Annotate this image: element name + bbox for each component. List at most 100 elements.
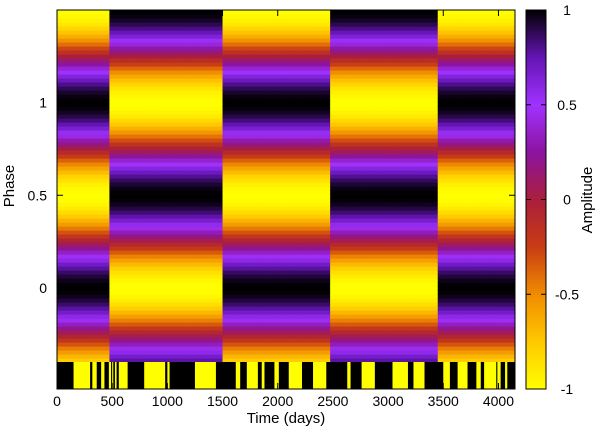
heatmap-cell bbox=[87, 106, 91, 111]
heatmap-cell bbox=[112, 254, 116, 259]
heatmap-cell bbox=[178, 94, 182, 99]
heatmap-cell bbox=[167, 238, 171, 243]
heatmap-cell bbox=[175, 30, 179, 35]
heatmap-cell bbox=[178, 318, 182, 323]
heatmap-cell bbox=[181, 26, 185, 31]
heatmap-cell bbox=[145, 118, 149, 123]
heatmap-cell bbox=[68, 82, 72, 87]
heatmap-cell bbox=[137, 130, 141, 135]
heatmap-cell bbox=[125, 226, 130, 231]
heatmap-cell bbox=[57, 122, 61, 127]
heatmap-cell bbox=[205, 70, 210, 75]
heatmap-cell bbox=[200, 62, 204, 67]
heatmap-cell bbox=[90, 346, 94, 351]
heatmap-cell bbox=[123, 206, 127, 211]
heatmap-cell bbox=[98, 342, 102, 347]
heatmap-cell bbox=[65, 70, 69, 75]
heatmap-cell bbox=[68, 134, 72, 139]
heatmap-cell bbox=[142, 174, 146, 179]
heatmap-cell bbox=[194, 278, 199, 283]
heatmap-cell bbox=[59, 18, 64, 23]
heatmap-cell bbox=[175, 42, 179, 47]
heatmap-cell bbox=[211, 90, 215, 95]
heatmap-cell bbox=[128, 26, 133, 31]
heatmap-cell bbox=[81, 318, 86, 323]
heatmap-cell bbox=[68, 162, 72, 167]
heatmap-cell bbox=[208, 18, 213, 23]
heatmap-cell bbox=[112, 242, 116, 247]
heatmap-cell bbox=[128, 270, 133, 275]
heatmap-cell bbox=[81, 238, 86, 243]
heatmap-cell bbox=[148, 58, 152, 63]
heatmap-cell bbox=[137, 50, 141, 55]
heatmap-cell bbox=[145, 206, 149, 211]
heatmap-cell bbox=[183, 262, 188, 267]
heatmap-cell bbox=[65, 298, 69, 303]
heatmap-cell bbox=[65, 302, 69, 307]
heatmap-cell bbox=[197, 306, 202, 311]
heatmap-cell bbox=[134, 158, 138, 163]
heatmap-cell bbox=[186, 350, 191, 355]
heatmap-cell bbox=[203, 230, 207, 235]
heatmap-cell bbox=[128, 194, 133, 199]
heatmap-cell bbox=[123, 306, 127, 311]
heatmap-cell bbox=[79, 290, 83, 295]
heatmap-cell bbox=[95, 154, 99, 159]
heatmap-cell bbox=[175, 26, 179, 31]
heatmap-cell bbox=[76, 146, 80, 151]
heatmap-cell bbox=[87, 118, 91, 123]
heatmap-cell bbox=[87, 310, 91, 315]
heatmap-cell bbox=[95, 358, 99, 362]
heatmap-cell bbox=[139, 178, 144, 183]
heatmap-cell bbox=[145, 266, 149, 271]
heatmap-cell bbox=[90, 322, 94, 327]
heatmap-cell bbox=[200, 34, 204, 39]
heatmap-cell bbox=[90, 230, 94, 235]
heatmap-cell bbox=[137, 206, 141, 211]
heatmap-cell bbox=[172, 110, 177, 115]
heatmap-cell bbox=[139, 154, 144, 159]
heatmap-cell bbox=[68, 254, 72, 259]
heatmap-cell bbox=[79, 294, 83, 299]
heatmap-cell bbox=[106, 202, 111, 207]
heatmap-cell bbox=[128, 94, 133, 99]
heatmap-cell bbox=[95, 242, 99, 247]
heatmap-cell bbox=[164, 22, 168, 27]
heatmap-cell bbox=[189, 86, 193, 91]
heatmap-cell bbox=[153, 134, 157, 139]
heatmap-cell bbox=[123, 298, 127, 303]
heatmap-cell bbox=[95, 314, 99, 319]
heatmap-cell bbox=[68, 198, 72, 203]
heatmap-cell bbox=[123, 114, 127, 119]
heatmap-cell bbox=[68, 318, 72, 323]
heatmap-cell bbox=[137, 274, 141, 279]
heatmap-cell bbox=[92, 78, 97, 83]
heatmap-cell bbox=[189, 358, 193, 362]
heatmap-cell bbox=[68, 298, 72, 303]
heatmap-cell bbox=[161, 138, 166, 143]
heatmap-cell bbox=[164, 134, 168, 139]
heatmap-cell bbox=[109, 290, 113, 295]
heatmap-cell bbox=[134, 66, 138, 71]
heatmap-cell bbox=[57, 306, 61, 311]
heatmap-cell bbox=[167, 310, 171, 315]
heatmap-cell bbox=[208, 94, 213, 99]
heatmap-cell bbox=[92, 10, 97, 15]
heatmap-cell bbox=[194, 114, 199, 119]
heatmap-cell bbox=[131, 54, 135, 59]
heatmap-cell bbox=[57, 134, 61, 139]
heatmap-cell bbox=[159, 178, 163, 183]
heatmap-cell bbox=[175, 246, 179, 251]
heatmap-cell bbox=[137, 330, 141, 335]
heatmap-cell bbox=[62, 86, 66, 91]
heatmap-cell bbox=[170, 66, 174, 71]
heatmap-cell bbox=[125, 130, 130, 135]
heatmap-cell bbox=[148, 310, 152, 315]
heatmap-cell bbox=[211, 114, 215, 119]
heatmap-cell bbox=[148, 226, 152, 231]
heatmap-cell bbox=[145, 170, 149, 175]
heatmap-cell bbox=[197, 330, 202, 335]
heatmap-cell bbox=[120, 14, 124, 19]
heatmap-cell bbox=[101, 34, 105, 39]
heatmap-cell bbox=[137, 294, 141, 299]
